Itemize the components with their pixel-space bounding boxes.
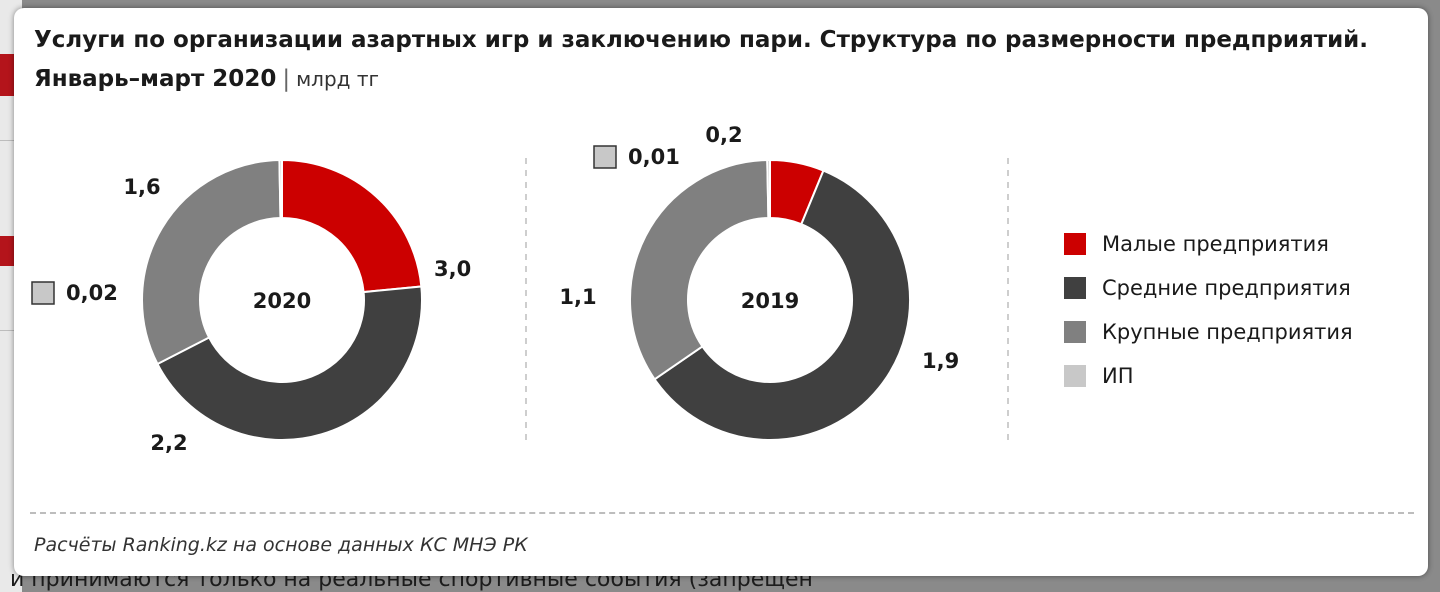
- donut-slice-small: [281, 158, 423, 294]
- background-red-block: [0, 236, 14, 266]
- donut-slice-ip: [766, 158, 771, 220]
- legend-item-large: Крупные предприятия: [1064, 310, 1404, 354]
- chart-title: Услуги по организации азартных игр и зак…: [34, 27, 1369, 53]
- background-divider: [0, 140, 22, 141]
- legend: Малые предприятия Средние предприятия Круп…: [1064, 222, 1404, 398]
- data-label-small: 1,6: [123, 175, 160, 199]
- donut-center-label: 2019: [741, 289, 799, 313]
- legend-swatch: [1064, 321, 1086, 343]
- ip-value-marker: [593, 145, 617, 169]
- legend-item-small: Малые предприятия: [1064, 222, 1404, 266]
- donut-slice-medium: [156, 285, 423, 441]
- legend-swatch: [1064, 233, 1086, 255]
- unit-label: млрд тг: [296, 67, 379, 91]
- legend-item-ip: ИП: [1064, 354, 1404, 398]
- legend-swatch: [1064, 365, 1086, 387]
- period-label: Январь–март 2020: [34, 66, 277, 92]
- legend-label: ИП: [1102, 364, 1134, 388]
- background-divider: [0, 330, 22, 331]
- title-separator: |: [282, 66, 291, 92]
- donut-slice-medium: [653, 169, 911, 441]
- legend-label: Средние предприятия: [1102, 276, 1351, 300]
- legend-item-medium: Средние предприятия: [1064, 266, 1404, 310]
- chart-card: Услуги по организации азартных игр и зак…: [14, 8, 1428, 576]
- data-label-ip: 0,02: [66, 281, 118, 305]
- footer-divider: [30, 512, 1414, 514]
- data-label-medium: 3,0: [434, 257, 471, 281]
- legend-swatch: [1064, 277, 1086, 299]
- legend-label: Крупные предприятия: [1102, 320, 1353, 344]
- data-label-large: 1,1: [559, 285, 596, 309]
- data-label-ip: 0,01: [628, 145, 680, 169]
- data-label-small: 0,2: [705, 123, 742, 147]
- legend-label: Малые предприятия: [1102, 232, 1329, 256]
- donut-slice-ip: [278, 158, 283, 220]
- ip-value-marker: [31, 281, 55, 305]
- chart-subtitle: Январь–март 2020 | млрд тг: [34, 65, 379, 93]
- donut-slice-large: [141, 159, 282, 366]
- source-note: Расчёты Ranking.kz на основе данных КС М…: [34, 534, 528, 556]
- donut-slice-large: [629, 159, 770, 381]
- data-label-medium: 1,9: [922, 349, 959, 373]
- donut-center-label: 2020: [253, 289, 311, 313]
- data-label-large: 2,2: [150, 431, 187, 455]
- donut-charts: 2020 1,6 3,0 2,2 0,02 2019 0,2 1,9 1,1 0,01: [31, 123, 1009, 455]
